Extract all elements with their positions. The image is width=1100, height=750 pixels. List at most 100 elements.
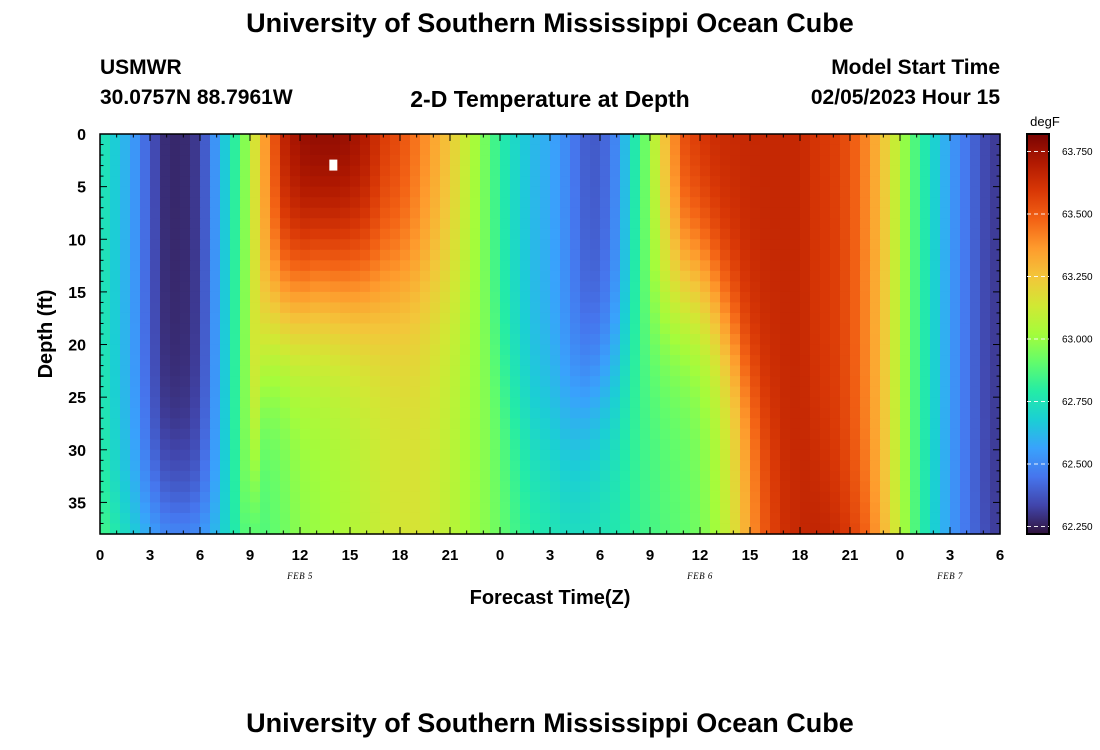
heatmap-cell (890, 302, 901, 314)
heatmap-cell (600, 512, 611, 525)
heatmap-cell (530, 176, 541, 188)
heatmap-cell (340, 186, 351, 198)
heatmap-cell (580, 481, 591, 493)
heatmap-cell (950, 491, 961, 504)
heatmap-cell (390, 407, 401, 419)
heatmap-cell (550, 481, 561, 493)
heatmap-cell (230, 439, 241, 451)
heatmap-cell (560, 239, 571, 251)
heatmap-cell (190, 323, 201, 335)
heatmap-cell (730, 207, 741, 219)
heatmap-cell (150, 260, 161, 272)
heatmap-cell (960, 144, 971, 156)
heatmap-cell (790, 386, 801, 398)
heatmap-cell (990, 523, 1001, 535)
heatmap-cell (230, 134, 241, 146)
heatmap-cell (260, 470, 271, 482)
heatmap-cell (120, 197, 131, 209)
heatmap-cell (700, 197, 711, 209)
heatmap-cell (430, 470, 441, 482)
heatmap-cell (810, 386, 821, 398)
heatmap-cell (130, 470, 141, 482)
heatmap-cell (810, 155, 821, 167)
heatmap-cell (240, 470, 251, 482)
heatmap-cell (800, 355, 811, 367)
heatmap-cell (460, 397, 471, 409)
heatmap-cell (400, 239, 411, 251)
heatmap-cell (600, 502, 611, 514)
heatmap-cell (450, 291, 461, 304)
heatmap-cell (220, 418, 231, 430)
heatmap-cell (920, 334, 931, 346)
heatmap-cell (230, 218, 241, 230)
heatmap-cell (950, 270, 961, 282)
heatmap-cell (540, 355, 551, 367)
heatmap-cell (780, 218, 791, 230)
heatmap-cell (840, 260, 851, 272)
heatmap-cell (180, 334, 191, 346)
heatmap-cell (310, 523, 321, 535)
heatmap-cell (450, 470, 461, 482)
heatmap-cell (650, 228, 661, 240)
heatmap-cell (110, 323, 121, 335)
heatmap-cell (720, 376, 731, 388)
heatmap-cell (390, 186, 401, 198)
heatmap-cell (990, 228, 1001, 240)
heatmap-cell (750, 470, 761, 482)
heatmap-cell (520, 344, 531, 356)
heatmap-cell (110, 197, 121, 209)
heatmap-cell (280, 502, 291, 514)
heatmap-cell (130, 334, 141, 346)
heatmap-cell (390, 323, 401, 335)
heatmap-cell (250, 386, 261, 398)
heatmap-cell (200, 523, 211, 535)
heatmap-cell (530, 470, 541, 482)
heatmap-cell (150, 155, 161, 167)
heatmap-cell (320, 502, 331, 514)
heatmap-cell (920, 176, 931, 188)
heatmap-cell (640, 386, 651, 398)
heatmap-cell (590, 207, 601, 219)
heatmap-cell (980, 481, 991, 493)
heatmap-cell (870, 449, 881, 461)
heatmap-cell (610, 239, 621, 251)
heatmap-cell (710, 355, 721, 367)
heatmap-cell (190, 365, 201, 377)
heatmap-cell (840, 176, 851, 188)
heatmap-cell (940, 481, 951, 493)
heatmap-cell (230, 239, 241, 251)
heatmap-cell (340, 376, 351, 388)
heatmap-cell (450, 460, 461, 472)
heatmap-cell (750, 439, 761, 451)
heatmap-cell (580, 449, 591, 461)
heatmap-cell (450, 270, 461, 282)
heatmap-cell (370, 512, 381, 525)
heatmap-cell (480, 228, 491, 240)
heatmap-cell (320, 512, 331, 525)
heatmap-cell (950, 355, 961, 367)
heatmap-cell (550, 428, 561, 440)
heatmap-cell (870, 176, 881, 188)
heatmap-cell (600, 397, 611, 409)
heatmap-cell (740, 470, 751, 482)
heatmap-cell (190, 355, 201, 367)
heatmap-cell (310, 249, 321, 261)
heatmap-cell (440, 512, 451, 525)
heatmap-cell (150, 218, 161, 230)
heatmap-cell (390, 270, 401, 282)
heatmap-cell (340, 365, 351, 377)
heatmap-cell (430, 407, 441, 419)
heatmap-cell (230, 260, 241, 272)
heatmap-cell (660, 344, 671, 356)
heatmap-cell (460, 449, 471, 461)
heatmap-cell (160, 228, 171, 240)
heatmap-cell (370, 239, 381, 251)
heatmap-cell (570, 270, 581, 282)
heatmap-cell (530, 428, 541, 440)
heatmap-cell (950, 344, 961, 356)
heatmap-cell (770, 449, 781, 461)
heatmap-cell (470, 302, 481, 314)
heatmap-cell (840, 397, 851, 409)
heatmap-cell (410, 197, 421, 209)
heatmap-cell (730, 260, 741, 272)
